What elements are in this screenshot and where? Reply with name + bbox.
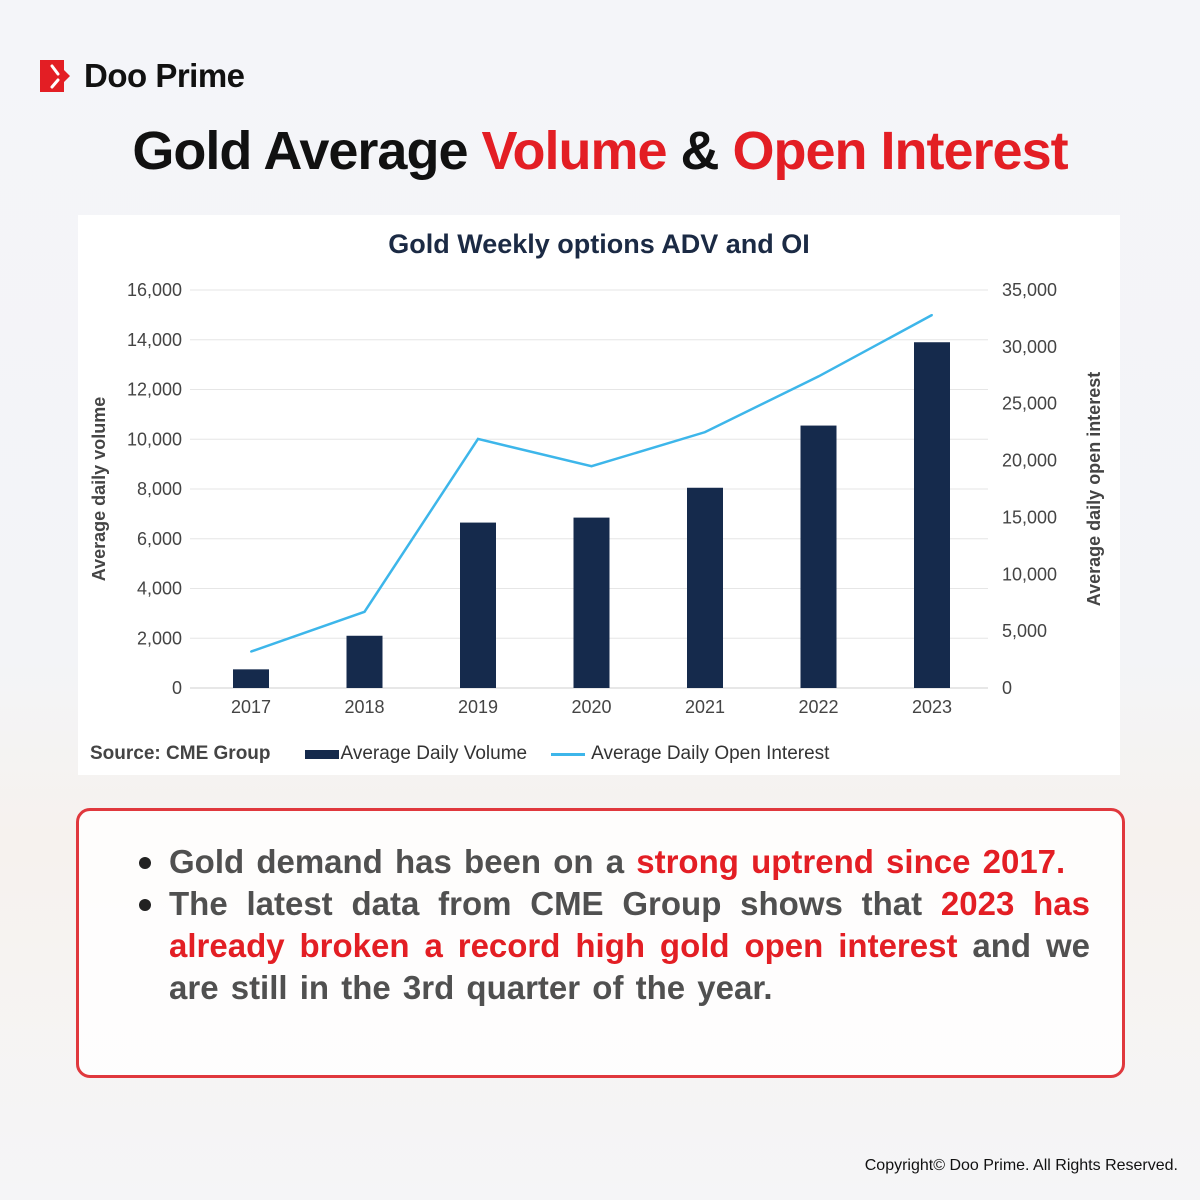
y-axis-label: Average daily volume — [89, 397, 109, 581]
doo-prime-logo-icon — [40, 60, 74, 92]
oi-point-2021 — [704, 431, 706, 434]
x-tick-label: 2020 — [571, 697, 611, 717]
source-label: Source: CME Group — [90, 743, 271, 764]
page-title: Gold Average Volume & Open Interest — [132, 121, 1068, 181]
y-tick-label: 12,000 — [127, 380, 182, 400]
y-tick-label: 4,000 — [137, 579, 182, 599]
y2-tick-label: 0 — [1002, 678, 1012, 698]
chart-panel: Gold Weekly options ADV and OI 0 2,000 4,0… — [78, 215, 1120, 775]
oi-point-2023 — [931, 314, 933, 317]
y2-tick-label: 20,000 — [1002, 451, 1057, 471]
oi-point-2022 — [817, 375, 820, 378]
x-tick-label: 2022 — [798, 697, 838, 717]
x-tick-label: 2019 — [458, 697, 498, 717]
bar-2020 — [573, 517, 610, 688]
legend-label-volume: Average Daily Volume — [340, 743, 528, 764]
legend-label-oi: Average Daily Open Interest — [591, 743, 830, 764]
chart-svg: 0 2,000 4,000 6,000 8,000 10,000 12,000 14,000 1… — [89, 280, 1104, 717]
bullet-2: The latest data from CME Group shows tha… — [139, 883, 1090, 1009]
bar-2022 — [800, 425, 837, 688]
y-tick-label: 16,000 — [127, 280, 182, 300]
x-tick-label: 2023 — [912, 697, 952, 717]
brand-logo: Doo Prime — [40, 57, 245, 95]
copyright: Copyright© Doo Prime. All Rights Reserve… — [864, 1157, 1178, 1174]
oi-point-2018 — [363, 610, 366, 613]
y-tick-label: 0 — [172, 678, 182, 698]
bar-2023 — [914, 342, 950, 688]
summary-box: Gold demand has been on a strong uptrend… — [76, 808, 1125, 1078]
y2-tick-label: 5,000 — [1002, 621, 1047, 641]
y-tick-label: 2,000 — [137, 628, 182, 648]
legend-swatch-volume — [304, 749, 339, 759]
y2-tick-label: 10,000 — [1002, 564, 1057, 584]
y-tick-label: 6,000 — [137, 529, 182, 549]
y2-tick-label: 15,000 — [1002, 507, 1057, 527]
bar-2017 — [233, 669, 269, 688]
x-tick-label: 2017 — [231, 697, 271, 717]
chart-legend: Source: CME Group Average Daily Volume A… — [90, 743, 829, 765]
x-tick-label: 2018 — [344, 697, 384, 717]
y2-tick-label: 25,000 — [1002, 394, 1057, 414]
x-tick-label: 2021 — [685, 697, 725, 717]
y2-tick-label: 30,000 — [1002, 337, 1057, 357]
oi-point-2019 — [477, 437, 479, 440]
chart-title: Gold Weekly options ADV and OI — [388, 229, 810, 259]
y2-tick-label: 35,000 — [1002, 280, 1057, 300]
bar-2021 — [687, 487, 723, 688]
y-tick-label: 10,000 — [127, 429, 182, 449]
oi-point-2020 — [590, 465, 593, 468]
brand-name: Doo Prime — [84, 57, 245, 94]
y-tick-label: 14,000 — [127, 330, 182, 350]
oi-point-2017 — [250, 650, 252, 653]
legend-swatch-oi — [551, 752, 586, 756]
bar-2018 — [346, 635, 383, 688]
bullet-1: Gold demand has been on a strong uptrend… — [139, 841, 1090, 883]
bar-2019 — [460, 522, 496, 688]
y2-axis-label: Average daily open interest — [1084, 372, 1104, 606]
y-tick-label: 8,000 — [137, 479, 182, 499]
